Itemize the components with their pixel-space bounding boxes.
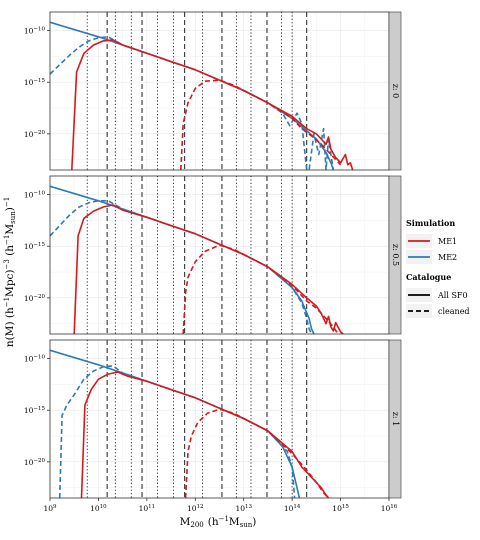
axes-layer: 109 1010 1011 1012 1013 1014 1015 1016	[43, 498, 398, 513]
y-tick-label: 10−15	[24, 78, 46, 87]
y-tick-label: 10−20	[24, 294, 46, 303]
legend-label-solid: All SF0	[437, 291, 468, 300]
series-line-me1-solid	[73, 204, 344, 334]
panel-2: z: 1 10−10 10−15 10−20	[24, 339, 402, 499]
series-group	[50, 185, 344, 334]
series-line-me1-dashed	[180, 79, 342, 170]
y-tick-label: 10−10	[24, 191, 46, 200]
panels-layer: z: 0 10−10 10−15 10−20 z: 0.5 10−10 10−15 10−20…	[24, 11, 402, 499]
series-line-me1-solid	[71, 39, 354, 170]
legend-title-catalogue: Catalogue	[406, 272, 451, 282]
series-group	[50, 349, 330, 498]
x-tick-label: 1013	[235, 504, 252, 513]
series-group	[50, 21, 354, 170]
facet-strip	[388, 11, 402, 171]
x-tick-label: 1012	[187, 504, 204, 513]
y-tick-label: 10−15	[24, 242, 46, 251]
legend-layer: Simulation ME1 ME2 Catalogue All SF0 cleaned	[406, 218, 470, 318]
x-tick-label: 1016	[381, 504, 398, 513]
y-tick-label: 10−20	[24, 458, 46, 467]
panel-0: z: 0 10−10 10−15 10−20	[24, 11, 402, 171]
series-line-me1-dashed	[184, 408, 330, 498]
facet-strip	[388, 175, 402, 335]
panel-1: z: 0.5 10−10 10−15 10−20	[24, 175, 402, 335]
grid-lines	[49, 176, 390, 334]
series-line-me2-dashed	[50, 35, 335, 170]
legend-title-simulation: Simulation	[406, 218, 455, 228]
reference-lines	[86, 12, 308, 170]
x-axis-label: M200 (h−1Msun)	[180, 515, 257, 529]
y-tick-label: 10−10	[24, 27, 46, 36]
y-axis-label: n(M) (h−1Mpc)−3 (h−1Msun)−1	[3, 197, 17, 347]
y-tick-label: 10−15	[24, 406, 46, 415]
y-tick-label: 10−10	[24, 355, 46, 364]
y-tick-label: 10−20	[24, 130, 46, 139]
x-tick-label: 1015	[332, 504, 349, 513]
x-tick-label: 109	[43, 504, 57, 513]
series-line-me1-dashed	[182, 244, 339, 334]
facet-strip-label: z: 0.5	[391, 244, 400, 266]
x-tick-label: 1014	[284, 504, 301, 513]
x-tick-label: 1011	[139, 504, 156, 513]
legend-label-me2: ME2	[438, 253, 457, 262]
facet-strip-label: z: 0	[391, 84, 400, 99]
legend-label-dashed: cleaned	[438, 307, 470, 316]
facet-strip-label: z: 1	[391, 412, 400, 427]
legend-label-me1: ME1	[438, 237, 457, 246]
facet-strip	[388, 339, 402, 499]
x-tick-label: 1010	[90, 504, 107, 513]
